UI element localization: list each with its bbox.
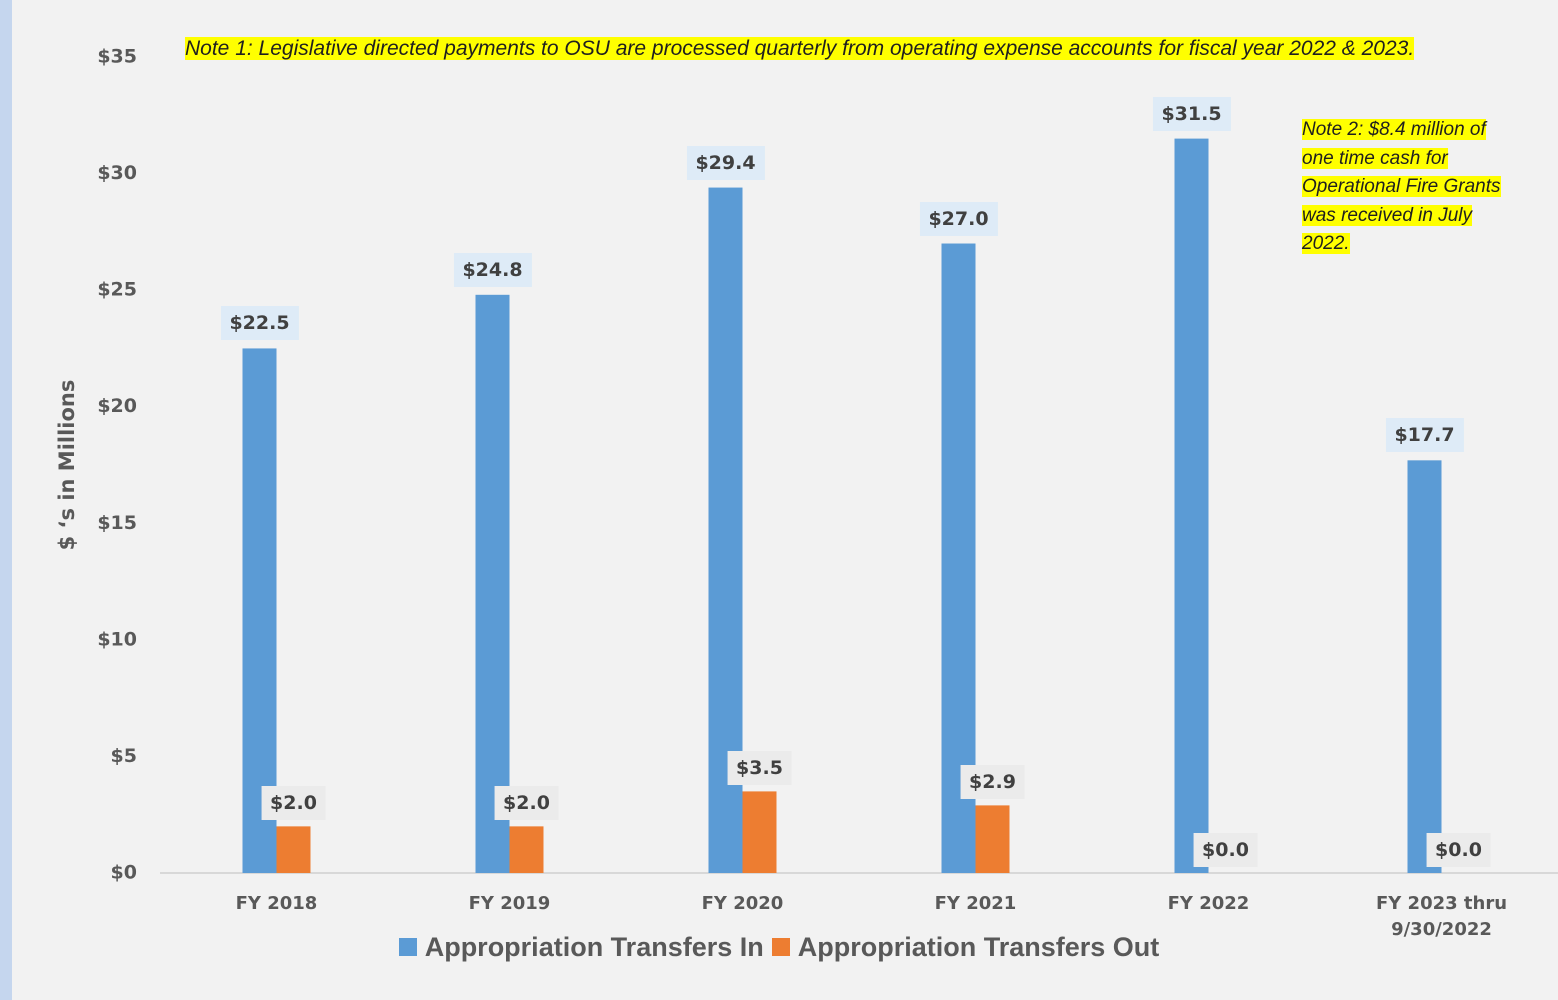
data-label: $0.0 bbox=[1426, 833, 1491, 867]
note-1: Note 1: Legislative directed payments to… bbox=[185, 34, 1455, 64]
y-tick-label: $15 bbox=[97, 512, 137, 534]
x-tick-label: FY 2018 bbox=[235, 893, 318, 914]
bar bbox=[475, 294, 510, 873]
note-1-text: Note 1: Legislative directed payments to… bbox=[185, 37, 1415, 60]
y-axis-label: $ ‘s in Millions bbox=[55, 380, 79, 551]
x-tick-label: FY 2021 bbox=[934, 893, 1017, 914]
y-tick-label: $35 bbox=[97, 46, 137, 68]
bar bbox=[742, 791, 777, 873]
bar bbox=[975, 805, 1010, 873]
data-label: $2.9 bbox=[960, 765, 1025, 800]
data-label: $2.0 bbox=[261, 786, 326, 821]
data-label: $27.0 bbox=[919, 201, 998, 236]
data-label: $22.5 bbox=[220, 306, 299, 341]
y-tick-label: $0 bbox=[111, 862, 137, 884]
x-tick-label: FY 2019 bbox=[468, 893, 551, 914]
bar bbox=[1407, 460, 1442, 873]
x-tick-label: FY 2022 bbox=[1167, 893, 1250, 914]
data-label: $31.5 bbox=[1152, 96, 1231, 131]
x-tick-label: FY 2023 thru 9/30/2022 bbox=[1375, 893, 1508, 940]
y-tick-label: $5 bbox=[111, 745, 137, 767]
bar bbox=[509, 826, 544, 873]
data-label: $17.7 bbox=[1385, 418, 1464, 453]
bar bbox=[276, 826, 311, 873]
data-label: $29.4 bbox=[686, 145, 765, 180]
data-label: $24.8 bbox=[453, 252, 532, 287]
data-label: $0.0 bbox=[1193, 833, 1258, 867]
y-tick-label: $20 bbox=[97, 395, 137, 417]
note-2: Note 2: $8.4 million of one time cash fo… bbox=[1302, 116, 1512, 259]
legend-swatch bbox=[771, 937, 790, 956]
y-tick-label: $25 bbox=[97, 279, 137, 301]
data-label: $3.5 bbox=[727, 751, 792, 786]
legend-swatch bbox=[398, 937, 417, 956]
note-2-text: Note 2: $8.4 million of one time cash fo… bbox=[1302, 119, 1501, 254]
y-tick-label: $30 bbox=[97, 162, 137, 184]
legend: Appropriation Transfers In Appropriation … bbox=[0, 932, 1558, 963]
legend-label: Appropriation Transfers In bbox=[424, 932, 764, 962]
legend-item: Appropriation Transfers Out bbox=[771, 932, 1160, 963]
legend-item: Appropriation Transfers In bbox=[398, 932, 764, 963]
bar bbox=[242, 348, 277, 873]
x-tick-label: FY 2020 bbox=[701, 893, 784, 914]
legend-label: Appropriation Transfers Out bbox=[797, 932, 1160, 962]
bar bbox=[1174, 138, 1209, 874]
data-label: $2.0 bbox=[494, 786, 559, 821]
y-tick-label: $10 bbox=[97, 628, 137, 650]
